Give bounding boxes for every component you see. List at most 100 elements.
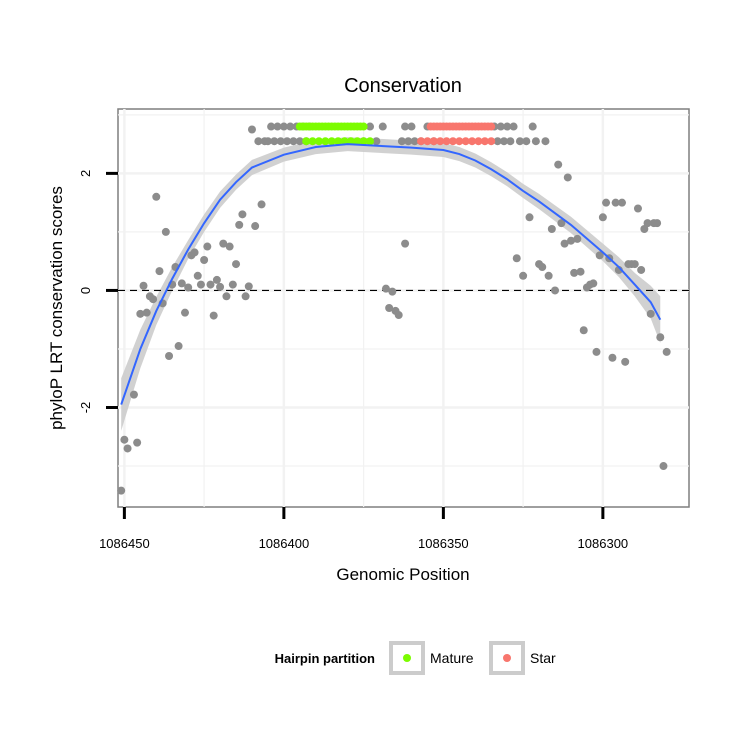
data-point-other bbox=[263, 137, 272, 146]
data-point-other bbox=[279, 122, 288, 131]
data-point-other bbox=[528, 122, 537, 131]
data-point-other bbox=[640, 224, 649, 233]
data-point-other bbox=[602, 198, 611, 207]
data-point-other bbox=[206, 280, 215, 289]
data-point-other bbox=[618, 198, 627, 207]
data-point-other bbox=[551, 286, 560, 295]
data-point-mature bbox=[308, 137, 317, 146]
data-point-other bbox=[595, 251, 604, 260]
data-point-other bbox=[212, 275, 221, 284]
data-point-other bbox=[653, 219, 662, 228]
smooth-line-layer bbox=[120, 143, 662, 405]
data-point-other bbox=[228, 280, 237, 289]
data-point-other bbox=[499, 137, 508, 146]
data-point-other bbox=[372, 137, 381, 146]
legend-label-mature: Mature bbox=[430, 650, 474, 666]
data-point-other bbox=[286, 122, 295, 131]
x-tick-label: 1086350 bbox=[418, 536, 469, 551]
series-mature bbox=[295, 122, 375, 146]
data-point-other bbox=[381, 284, 390, 293]
data-point-other bbox=[563, 173, 572, 182]
data-point-other bbox=[254, 137, 263, 146]
data-point-other bbox=[247, 125, 256, 134]
data-point-other bbox=[541, 137, 550, 146]
data-point-star bbox=[417, 137, 426, 146]
data-point-other bbox=[637, 265, 646, 274]
data-point-star bbox=[487, 137, 496, 146]
data-point-other bbox=[598, 213, 607, 222]
data-point-other bbox=[557, 219, 566, 228]
data-point-star bbox=[480, 137, 489, 146]
data-point-mature bbox=[353, 137, 362, 146]
data-point-other bbox=[397, 137, 406, 146]
data-point-other bbox=[512, 254, 521, 263]
data-point-other bbox=[378, 122, 387, 131]
legend-swatch-mature bbox=[403, 654, 411, 662]
data-point-other bbox=[238, 210, 247, 219]
data-point-other bbox=[522, 137, 531, 146]
data-point-other bbox=[404, 137, 413, 146]
data-point-other bbox=[633, 204, 642, 213]
x-tick-label: 1086450 bbox=[99, 536, 150, 551]
data-point-other bbox=[155, 267, 164, 276]
data-point-other bbox=[401, 122, 410, 131]
data-point-other bbox=[219, 239, 228, 248]
data-point-other bbox=[503, 122, 512, 131]
series-other bbox=[117, 122, 671, 495]
data-point-other bbox=[133, 438, 142, 447]
data-point-other bbox=[388, 287, 397, 296]
data-point-other bbox=[139, 281, 148, 290]
data-point-other bbox=[123, 444, 132, 453]
series-star bbox=[417, 122, 496, 146]
data-point-other bbox=[401, 239, 410, 248]
data-point-other bbox=[244, 282, 253, 291]
points-layer bbox=[117, 122, 671, 495]
data-point-other bbox=[216, 282, 225, 291]
data-point-other bbox=[184, 283, 193, 292]
legend-swatch-star bbox=[503, 654, 511, 662]
data-point-mature bbox=[366, 137, 375, 146]
y-tick-label: -2 bbox=[78, 402, 93, 414]
data-point-other bbox=[136, 309, 145, 318]
data-point-other bbox=[385, 304, 394, 312]
data-point-other bbox=[174, 342, 183, 351]
data-point-other bbox=[589, 279, 598, 288]
data-point-other bbox=[120, 435, 129, 444]
data-point-other bbox=[394, 311, 403, 320]
data-point-other bbox=[225, 242, 234, 251]
data-point-star bbox=[429, 137, 438, 146]
data-point-star bbox=[487, 122, 496, 131]
data-point-mature bbox=[334, 137, 343, 146]
data-point-other bbox=[579, 326, 588, 335]
y-tick-label: 0 bbox=[78, 287, 93, 294]
data-point-mature bbox=[302, 137, 311, 146]
data-point-other bbox=[570, 268, 579, 277]
data-point-other bbox=[659, 462, 668, 471]
data-point-star bbox=[436, 137, 445, 146]
data-point-other bbox=[232, 260, 241, 269]
data-point-other bbox=[519, 271, 528, 280]
y-tick-label: 2 bbox=[78, 170, 93, 177]
data-point-other bbox=[235, 220, 244, 229]
legend-key-star bbox=[489, 641, 525, 675]
y-axis-label: phyloP LRT conservation scores bbox=[47, 186, 66, 430]
data-point-star bbox=[468, 137, 477, 146]
data-point-other bbox=[410, 137, 419, 146]
axes: 1086450 1086400 1086350 1086300 -2 0 2 bbox=[78, 170, 628, 551]
data-point-other bbox=[276, 137, 285, 146]
data-point-other bbox=[289, 137, 298, 146]
data-point-other bbox=[608, 353, 617, 362]
data-point-other bbox=[493, 137, 502, 146]
data-point-star bbox=[448, 137, 457, 146]
legend-entry-mature: Mature bbox=[389, 641, 474, 675]
data-point-other bbox=[646, 309, 655, 318]
data-point-other bbox=[283, 137, 292, 146]
data-point-other bbox=[621, 357, 630, 366]
x-tick-label: 1086400 bbox=[259, 536, 310, 551]
data-point-other bbox=[496, 122, 505, 131]
data-point-other bbox=[592, 347, 601, 356]
data-point-other bbox=[273, 122, 282, 131]
data-point-other bbox=[515, 137, 524, 146]
data-point-star bbox=[455, 137, 464, 146]
data-point-other bbox=[573, 234, 582, 243]
